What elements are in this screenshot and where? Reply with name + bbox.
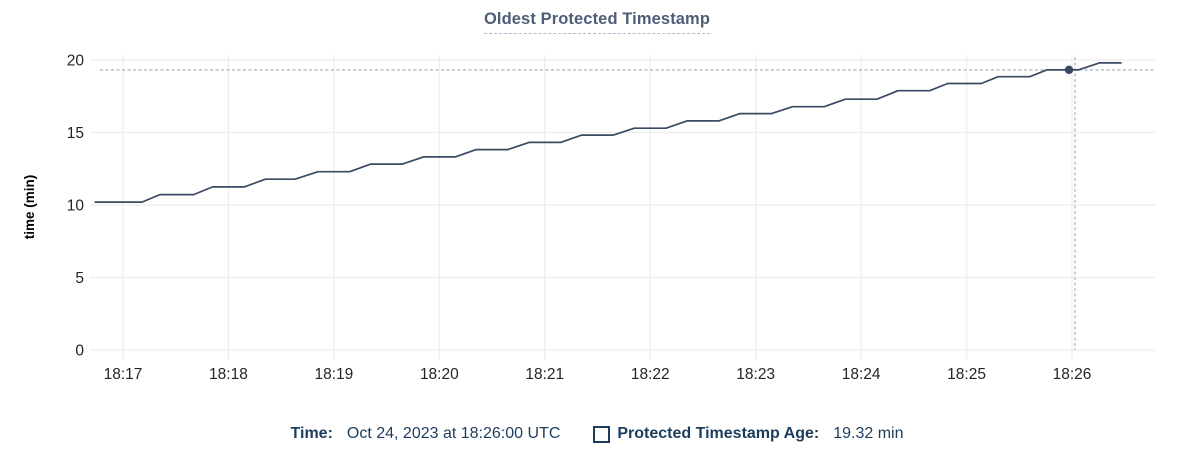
x-tick-label: 18:22 <box>631 366 670 383</box>
x-tick-label: 18:20 <box>420 366 459 383</box>
y-tick-label: 5 <box>75 270 84 287</box>
x-tick-label: 18:19 <box>314 366 353 383</box>
x-tick-label: 18:23 <box>736 366 775 383</box>
hover-datapoint <box>1064 65 1074 75</box>
x-tick-label: 18:25 <box>947 366 986 383</box>
x-tick-label: 18:26 <box>1053 366 1092 383</box>
legend-series-value: 19.32 min <box>833 425 904 442</box>
y-axis-title: time (min) <box>22 175 37 240</box>
chart-title[interactable]: Oldest Protected Timestamp <box>483 10 711 34</box>
legend-time-label: Time: <box>290 425 333 442</box>
chart-title-wrap: Oldest Protected Timestamp <box>0 10 1194 34</box>
timeseries-chart[interactable]: 0 5 10 15 20 18:17 18:18 18:19 18:20 18:21 18:22 18… <box>0 0 1194 410</box>
legend-series-toggle[interactable]: Protected Timestamp Age: 19.32 min <box>593 424 903 444</box>
series-line <box>94 62 1122 203</box>
x-tick-label: 18:18 <box>209 366 248 383</box>
legend-time-value: Oct 24, 2023 at 18:26:00 UTC <box>346 425 561 442</box>
y-tick-label: 15 <box>67 125 84 142</box>
x-tick-label: 18:17 <box>104 366 143 383</box>
legend-series-label: Protected Timestamp Age: <box>617 425 820 442</box>
y-tick-label: 0 <box>75 343 84 360</box>
x-tick-label: 18:24 <box>842 366 881 383</box>
hover-legend: Time: Oct 24, 2023 at 18:26:00 UTC Prote… <box>0 424 1194 444</box>
y-tick-label: 20 <box>67 53 85 70</box>
x-tick-label: 18:21 <box>525 366 564 383</box>
series-checkbox-icon[interactable] <box>593 425 611 443</box>
y-tick-label: 10 <box>67 198 85 215</box>
